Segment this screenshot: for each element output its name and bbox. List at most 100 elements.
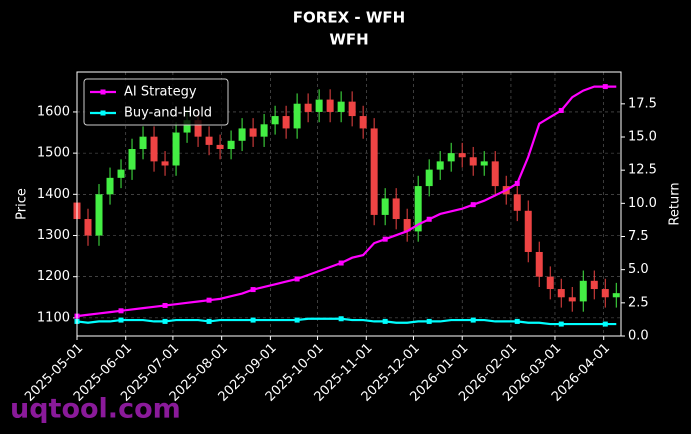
chart-subtitle: WFH: [329, 31, 368, 49]
y2-axis-label: Return: [668, 182, 683, 225]
line-marker: [206, 297, 212, 303]
candle-body: [425, 169, 433, 187]
candle-body: [513, 194, 521, 211]
y2-tick-label: 15.0: [628, 130, 657, 145]
candle-body: [480, 161, 488, 166]
y2-tick-label: 10.0: [628, 196, 657, 211]
candle-body: [469, 157, 477, 166]
plot-frame: [76, 71, 622, 337]
y2-tick-label: 2.5: [628, 295, 649, 310]
candle-body: [249, 128, 257, 137]
watermark: uqtool.com: [10, 394, 181, 425]
line-marker: [250, 317, 256, 323]
line-marker: [294, 276, 300, 282]
candle-body: [227, 140, 235, 150]
y-tick-label: 1100: [37, 310, 70, 325]
legend-marker: [100, 89, 106, 95]
candle-body: [359, 116, 367, 129]
candle-body: [535, 251, 543, 277]
line-marker: [558, 107, 564, 113]
legend-label: Buy-and-Hold: [124, 106, 212, 121]
candle-body: [216, 144, 224, 150]
candle-body: [568, 297, 576, 302]
candle-body: [612, 293, 620, 298]
candle-body: [403, 219, 411, 232]
candle-body: [557, 289, 565, 298]
candle-body: [601, 289, 609, 298]
candle-body: [315, 99, 323, 112]
legend-box: [83, 78, 229, 126]
candle-body: [293, 103, 301, 129]
line-marker: [426, 216, 432, 222]
candle-body: [491, 161, 499, 187]
line-marker: [470, 202, 476, 208]
line-marker: [382, 236, 388, 242]
candle-body: [546, 276, 554, 290]
legend-marker: [100, 110, 106, 116]
candle-body: [172, 132, 180, 166]
line-marker: [118, 308, 124, 314]
line-marker: [162, 318, 168, 324]
y-tick-label: 1500: [37, 146, 70, 161]
candle-body: [458, 153, 466, 158]
line-marker: [162, 302, 168, 308]
candle-body: [128, 149, 136, 170]
candle-body: [150, 136, 158, 162]
candle-body: [436, 161, 444, 170]
line-marker: [118, 317, 124, 323]
y-tick-label: 1600: [37, 104, 70, 119]
candle-body: [524, 210, 532, 252]
candle-body: [447, 153, 455, 162]
line-marker: [558, 321, 564, 327]
candle-body: [271, 116, 279, 125]
line-marker: [382, 318, 388, 324]
y2-tick-label: 0.0: [628, 329, 649, 344]
y2-tick-label: 12.5: [628, 163, 657, 178]
line-marker: [338, 260, 344, 266]
candle-body: [282, 116, 290, 129]
candle-body: [95, 194, 103, 236]
line-marker: [514, 318, 520, 324]
candle-body: [590, 280, 598, 290]
candle-body: [106, 177, 114, 195]
candle-body: [183, 120, 191, 133]
line-marker: [294, 317, 300, 323]
y-tick-label: 1300: [37, 228, 70, 243]
chart-title: FOREX - WFH: [293, 9, 405, 27]
candle-body: [370, 128, 378, 215]
candle-body: [579, 280, 587, 302]
y-tick-label: 1400: [37, 187, 70, 202]
candle-body: [348, 101, 356, 117]
y-tick-label: 1200: [37, 269, 70, 284]
line-marker: [250, 287, 256, 293]
candle-body: [381, 198, 389, 215]
line-marker: [338, 316, 344, 322]
line-marker: [602, 84, 608, 90]
candle-body: [194, 120, 202, 137]
candle-body: [337, 101, 345, 112]
line-marker: [470, 317, 476, 323]
candle-body: [304, 103, 312, 112]
line-marker: [426, 318, 432, 324]
y2-tick-label: 7.5: [628, 229, 649, 244]
candle-body: [414, 186, 422, 232]
candle-body: [326, 99, 334, 112]
legend: AI Strategy Buy-and-Hold: [83, 78, 229, 126]
candle-body: [139, 136, 147, 150]
candle-body: [161, 161, 169, 166]
candle-body: [84, 219, 92, 236]
candle-body: [117, 169, 125, 178]
candle-body: [238, 128, 246, 141]
y2-tick-label: 17.5: [628, 96, 657, 111]
legend-label: AI Strategy: [124, 85, 197, 100]
candle-body: [205, 136, 213, 145]
candle-body: [392, 198, 400, 220]
candle-body: [260, 124, 268, 137]
y-axis-label: Price: [15, 188, 30, 220]
y2-tick-label: 5.0: [628, 262, 649, 277]
line-marker: [602, 321, 608, 327]
line-marker: [514, 180, 520, 186]
line-marker: [206, 318, 212, 324]
line-series: [76, 317, 617, 326]
